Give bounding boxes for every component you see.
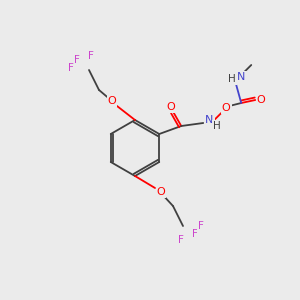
Text: O: O xyxy=(222,103,231,113)
Text: O: O xyxy=(257,95,266,105)
Text: N: N xyxy=(205,115,213,125)
Text: F: F xyxy=(192,229,198,239)
Text: F: F xyxy=(88,51,94,61)
Text: H: H xyxy=(213,121,221,131)
Text: F: F xyxy=(198,221,204,231)
Text: O: O xyxy=(157,187,165,197)
Text: N: N xyxy=(237,72,245,82)
Text: H: H xyxy=(228,74,236,84)
Text: F: F xyxy=(178,235,184,245)
Text: O: O xyxy=(167,102,176,112)
Text: O: O xyxy=(108,96,116,106)
Text: F: F xyxy=(68,63,74,73)
Text: F: F xyxy=(74,55,80,65)
